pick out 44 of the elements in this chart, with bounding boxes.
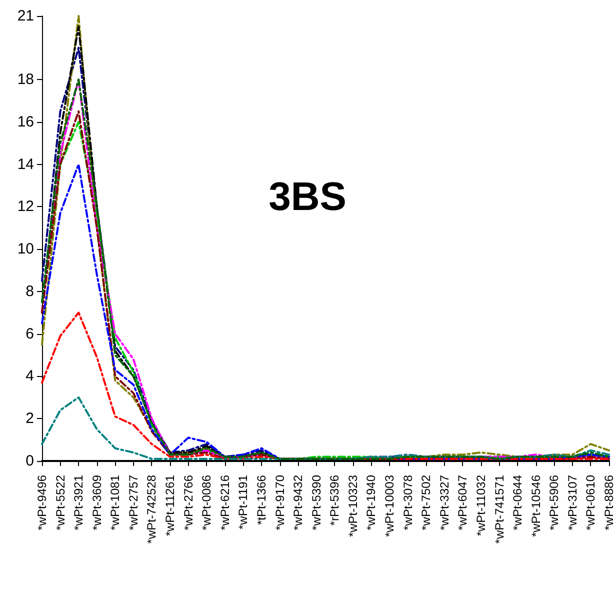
x-tick-label: *wPt-8886 <box>602 474 615 530</box>
y-tick-label: 14 <box>17 156 34 173</box>
x-tick-label: *wPt-1940 <box>364 474 378 530</box>
x-tick-label: *wPt-3921 <box>72 474 86 530</box>
x-tick-label: *tPt-1366 <box>254 474 268 526</box>
y-tick-label: 21 <box>17 8 34 24</box>
x-tick-label: *wPt-9432 <box>291 474 306 530</box>
x-tick-label: *wPt-3327 <box>437 474 452 530</box>
y-tick-label: 2 <box>26 410 34 428</box>
x-tick-label: *wPt-3078 <box>400 474 415 530</box>
y-tick-label: 8 <box>26 282 34 300</box>
x-tick-label: *wPt-9496 <box>35 474 49 530</box>
y-tick-label: 18 <box>17 71 34 88</box>
x-tick-label: *wPt-3609 <box>90 474 104 530</box>
y-tick-label: 12 <box>17 198 34 216</box>
x-tick-label: *wPt-742528 <box>144 474 159 544</box>
x-tick-label: *wPt-5906 <box>547 474 562 530</box>
x-tick-label: *wPt-3107 <box>565 474 580 530</box>
y-tick-label: 16 <box>17 113 34 130</box>
x-tick-label: *wPt-2757 <box>126 474 140 530</box>
x-tick-label: *wPt-741571 <box>492 474 506 544</box>
x-tick-label: *wPt-6216 <box>218 474 232 530</box>
x-tick-label: *wPt-0086 <box>200 474 214 530</box>
x-tick-label: *wPt-5522 <box>53 474 68 530</box>
y-tick-label: 0 <box>26 452 34 470</box>
x-tick-label: *wPt-2766 <box>181 474 196 530</box>
x-tick-label: *wPt-11032 <box>474 474 488 536</box>
x-tick-label: *wPt-0610 <box>584 474 598 530</box>
x-tick-label: *rPt-5396 <box>328 474 342 526</box>
x-tick-label: *wPt-1191 <box>236 474 250 530</box>
x-tick-label: *wPt-7502 <box>419 474 434 530</box>
x-tick-label: *wPt-10003 <box>382 474 397 538</box>
x-tick-label: *wPt-5390 <box>309 474 324 530</box>
x-tick-label: *wPt-1081 <box>108 474 122 530</box>
x-tick-label: *wPt-10323 <box>346 474 360 538</box>
text: 3BS <box>268 175 346 219</box>
x-tick-label: *wPt-9170 <box>272 474 287 530</box>
x-tick-label: *wPt-0644 <box>510 474 525 530</box>
x-tick-label: *wPt-11261 <box>163 474 178 536</box>
y-tick-label: 6 <box>26 325 34 342</box>
x-tick-label: *wPt-10546 <box>528 474 543 538</box>
y-tick-label: 10 <box>17 240 34 258</box>
x-tick-label: *wPt-6047 <box>456 474 470 530</box>
y-tick-label: 4 <box>26 368 34 385</box>
